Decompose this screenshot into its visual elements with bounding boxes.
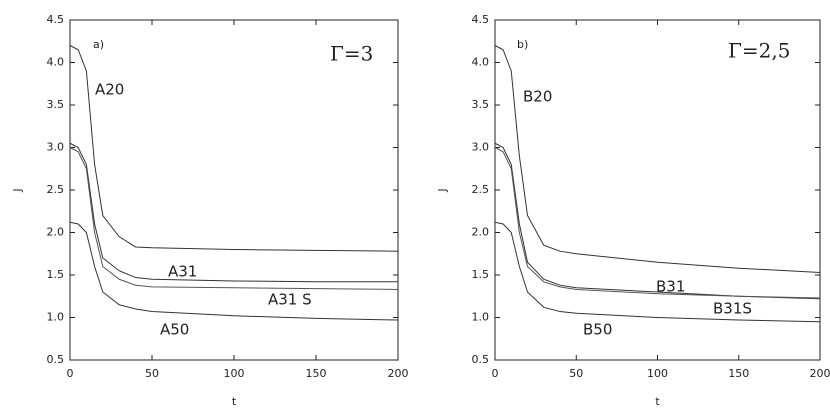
x-tick-label: 50 [145, 367, 159, 380]
y-tick-label: 3.5 [47, 98, 65, 111]
x-tick-label: 100 [647, 367, 668, 380]
annotation: A20 [95, 81, 124, 99]
y-axis-label: J [436, 188, 449, 192]
annotation: B20 [523, 88, 552, 106]
annotation: B31 [656, 278, 685, 296]
x-tick-label: 0 [67, 367, 74, 380]
x-tick-label: 0 [492, 367, 499, 380]
y-tick-label: 2.0 [472, 226, 490, 239]
y-tick-label: 2.5 [472, 183, 490, 196]
data-line [69, 221, 399, 321]
plot-frame [69, 19, 399, 361]
y-tick-label: 1.0 [47, 311, 65, 324]
data-line [494, 147, 821, 299]
x-axis-label: t [655, 395, 660, 408]
y-tick-label: 1.5 [472, 268, 490, 281]
annotation: B31S [713, 300, 752, 318]
y-tick-label: 4.5 [47, 13, 65, 26]
annotation: Γ=2,5 [728, 39, 790, 63]
y-tick-label: 2.0 [47, 226, 65, 239]
annotation: A50 [160, 321, 189, 339]
x-tick-label: 50 [569, 367, 583, 380]
annotation: b) [517, 38, 528, 51]
y-tick-label: 0.5 [472, 353, 490, 366]
y-tick-label: 0.5 [47, 353, 65, 366]
y-tick-label: 1.5 [47, 268, 65, 281]
x-tick-label: 100 [224, 367, 245, 380]
y-tick-label: 2.5 [47, 183, 65, 196]
data-line [494, 221, 821, 323]
data-line [494, 45, 821, 273]
x-tick-label: 150 [306, 367, 327, 380]
data-line [494, 142, 821, 300]
annotation: a) [93, 38, 104, 51]
y-tick-label: 3.0 [47, 141, 65, 154]
y-tick-label: 4.0 [47, 56, 65, 69]
y-tick-label: 4.0 [472, 56, 490, 69]
annotation: Γ=3 [330, 42, 373, 66]
annotation: A31 S [268, 291, 312, 309]
y-tick-label: 3.5 [472, 98, 490, 111]
y-tick-label: 4.5 [472, 13, 490, 26]
x-tick-label: 200 [810, 367, 830, 380]
annotation: A31 [168, 263, 197, 281]
annotation: B50 [583, 321, 612, 339]
y-tick-label: 1.0 [472, 311, 490, 324]
x-tick-label: 200 [388, 367, 409, 380]
x-axis-label: t [232, 395, 237, 408]
x-tick-label: 150 [728, 367, 749, 380]
y-tick-label: 3.0 [472, 141, 490, 154]
data-line [69, 147, 399, 290]
plot-frame [494, 19, 821, 361]
data-line [69, 45, 399, 252]
data-line [69, 142, 398, 283]
y-axis-label: J [11, 188, 24, 192]
